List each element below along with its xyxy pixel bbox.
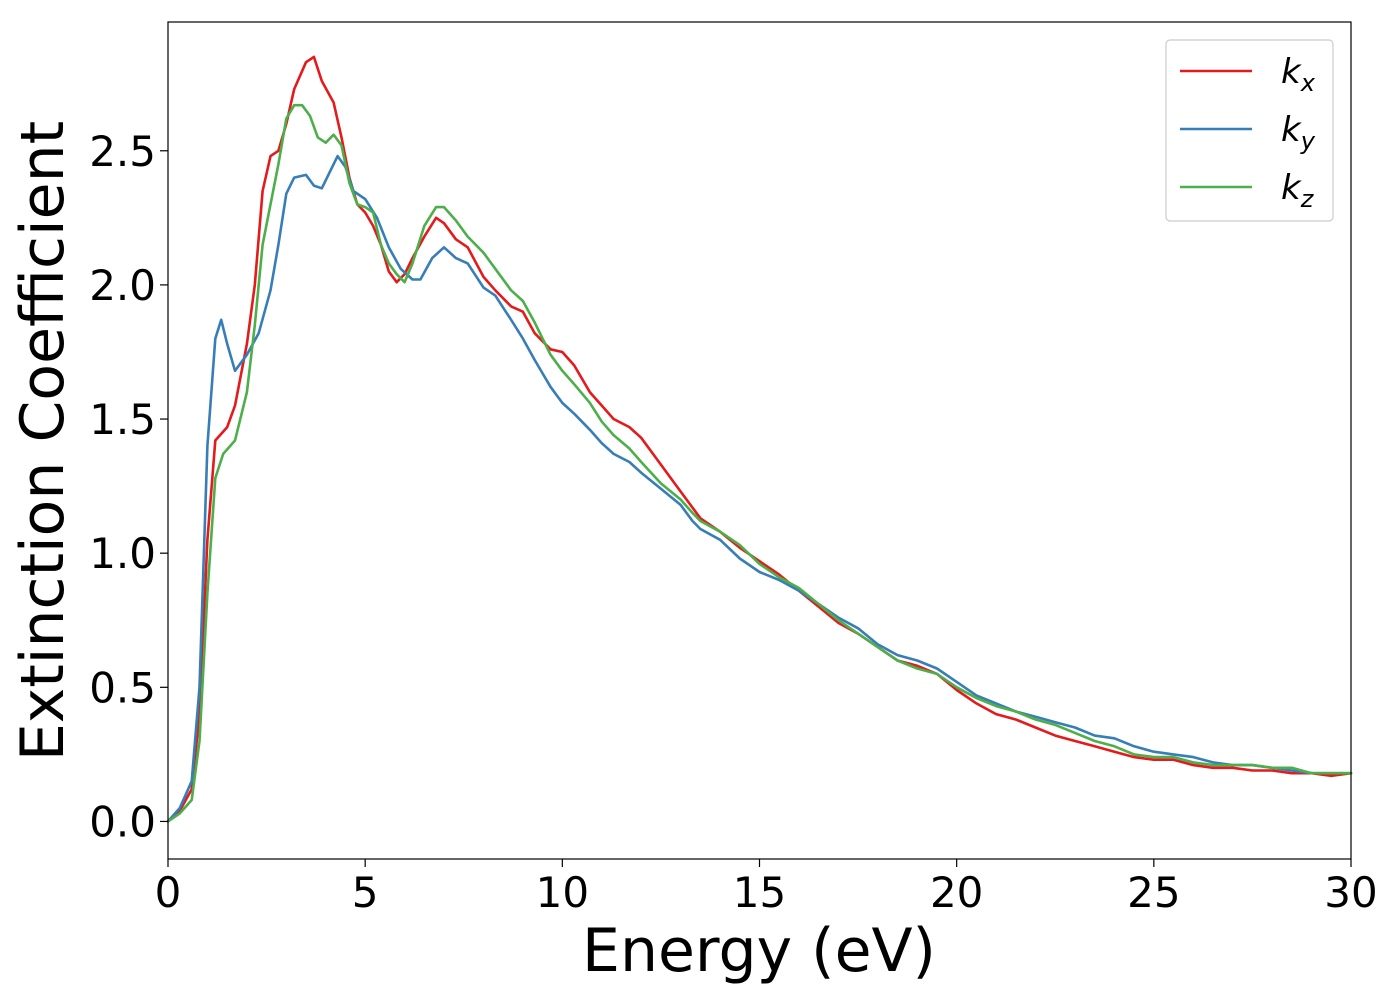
y-axis-title: Extinction Coefficient <box>8 121 78 761</box>
y-tick-label: 2.5 <box>89 127 156 176</box>
y-tick-label: 1.5 <box>89 395 156 444</box>
legend-box <box>1165 39 1334 222</box>
y-axis: 0.0 0.5 1.0 1.5 2.0 2.5 <box>89 127 168 846</box>
legend-label-z: kz <box>1281 168 1315 213</box>
x-tick-label: 25 <box>1127 868 1180 917</box>
legend-label-x: kx <box>1281 52 1316 97</box>
x-tick-label: 15 <box>733 868 786 917</box>
series-line-y <box>166 154 1353 823</box>
x-tick-label: 5 <box>352 868 379 917</box>
y-tick-label: 0.0 <box>89 797 156 846</box>
x-tick-label: 10 <box>536 868 589 917</box>
x-axis-title: Energy (eV) <box>582 916 936 986</box>
y-tick-label: 0.5 <box>89 663 156 712</box>
x-tick-label: 20 <box>930 868 983 917</box>
x-tick-label: 30 <box>1324 868 1377 917</box>
x-axis: 0 5 10 15 20 25 30 <box>155 859 1378 917</box>
series-layer <box>166 55 1353 823</box>
x-tick-label: 0 <box>155 868 182 917</box>
y-tick-label: 2.0 <box>89 261 156 310</box>
legend-label-y: ky <box>1281 110 1316 155</box>
legend: kx ky kz <box>1165 39 1334 222</box>
series-line-x <box>166 55 1353 823</box>
series-line-z <box>166 103 1353 823</box>
plot-background <box>168 22 1351 859</box>
y-tick-label: 1.0 <box>89 529 156 578</box>
